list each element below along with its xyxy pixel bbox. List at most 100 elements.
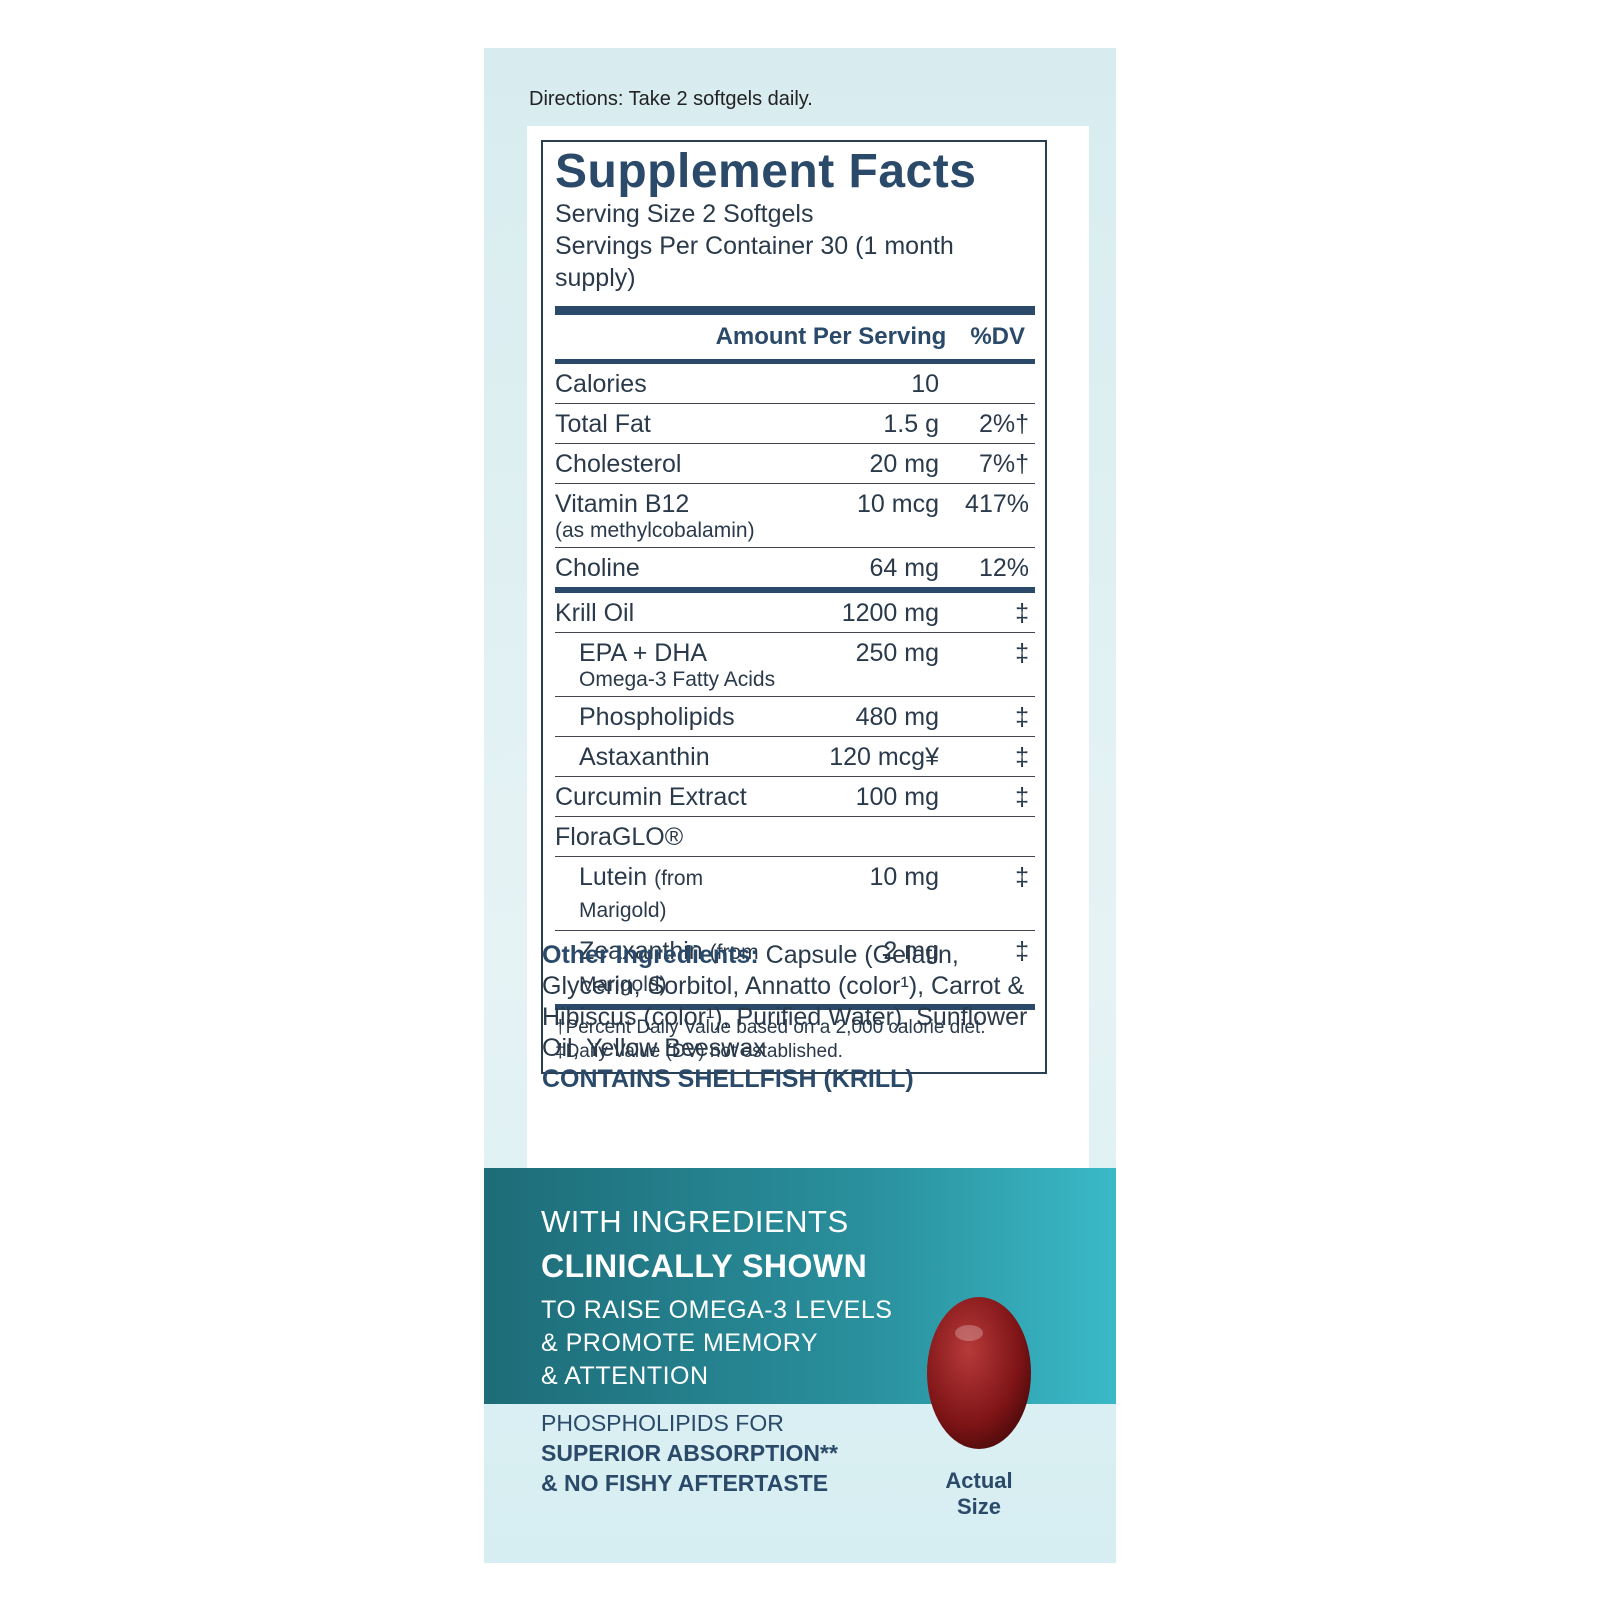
amount: 64 mg [869,554,939,582]
header-cell: %DV [970,323,1025,350]
facts-row: Phospholipids 480 mg ‡ [555,697,1035,737]
nutrient-name: Cholesterol [555,450,682,478]
benefit-line: & NO FISHY AFTERTASTE [541,1470,829,1496]
nutrient-cell: Curcumin Extract [555,782,789,812]
amount [789,822,939,852]
other-text: Capsule (Gelatin, Glycerin, Sorbitol, An… [542,941,1028,1062]
benefit-line: PHOSPHOLIPIDS FOR [541,1410,784,1436]
facts-row: Curcumin Extract 100 mg ‡ [555,777,1035,817]
banner-line: CLINICALLY SHOWN [541,1248,868,1284]
daily-value: 12% [978,554,1029,582]
amount: 1.5 g [883,410,939,438]
daily-value: ‡ [1015,599,1029,627]
amount: 10 mcg [857,490,939,518]
other-ingredients: Other Ingredients: Capsule (Gelatin, Gly… [542,940,1052,1095]
banner-line: WITH INGREDIENTS [541,1204,849,1239]
nutrient-name: Choline [555,554,640,582]
nutrient-qualifier: (from Marigold) [579,941,759,996]
nutrient-cell: Vitamin B12 (as methylcobalamin) [555,489,789,543]
facts-row: Krill Oil 1200 mg ‡ [555,593,1035,633]
facts-title: Supplement Facts [555,145,977,198]
package-panel: Directions: Take 2 softgels daily. Suppl… [484,48,1116,1563]
facts-row: Vitamin B12 (as methylcobalamin) 10 mcg 417… [555,484,1035,548]
daily-value: ‡ [1015,639,1029,667]
nutrient-cell: Astaxanthin [555,742,789,772]
facts-row: Zeaxanthin (from Marigold) 2 mg ‡ [555,931,1035,1010]
amount: 120 mcg¥ [829,743,939,771]
nutrient-cell: FloraGLO® [555,822,789,852]
facts-row: Lutein (from Marigold) 10 mg ‡ [555,857,1035,931]
nutrient-cell: Calories [555,369,789,399]
nutrient-note: Omega-3 Fatty Acids [579,668,776,691]
amount: 100 mg [855,783,939,811]
facts-header: Amount Per Serving %DV [555,306,1035,364]
supplement-facts: Supplement Facts Serving Size 2 Softgels… [541,140,1047,1074]
daily-value: ‡ [1015,863,1029,891]
nutrient-cell: Choline [555,553,789,583]
daily-value: ‡ [1015,703,1029,731]
nutrient-qualifier: (from Marigold) [579,867,704,922]
nutrient-cell: Total Fat [555,409,789,439]
capsule-caption: Actual Size [945,1468,1013,1519]
nutrient-name: Total Fat [555,410,651,438]
directions: Directions: Take 2 softgels daily. [529,88,813,110]
nutrient-name: Astaxanthin [579,743,710,771]
nutrient-name: Lutein [579,863,648,891]
banner-line: & PROMOTE MEMORY [541,1329,819,1357]
banner-line: TO RAISE OMEGA-3 LEVELS [541,1296,893,1324]
nutrient-note: (as methylcobalamin) [555,519,755,542]
serving-size: Serving Size 2 Softgels [555,200,814,228]
amount: 10 mg [869,863,939,891]
amount: 2 mg [883,937,939,965]
nutrient-cell: Lutein (from Marigold) [555,862,789,926]
nutrient-name: Zeaxanthin [579,937,703,965]
softgel-image [927,1297,1031,1449]
softgel [927,1297,1031,1449]
amount: 480 mg [855,703,939,731]
servings-per-container: Servings Per Container 30 (1 month suppl… [555,232,954,292]
header-cell: Amount Per Serving [715,323,947,350]
highlight [955,1325,983,1341]
nutrient-name: Krill Oil [555,599,635,627]
banner: WITH INGREDIENTS CLINICALLY SHOWN TO RAI… [484,1168,1116,1404]
facts-row: FloraGLO® [555,817,1035,857]
nutrient-cell: Phospholipids [555,702,789,732]
allergen: CONTAINS SHELLFISH (KRILL) [542,1065,914,1093]
facts-row: Astaxanthin 120 mcg¥ ‡ [555,737,1035,777]
daily-value [939,369,1035,399]
amount: 1200 mg [841,599,939,627]
facts-rows: Calories 10 Total Fat 1.5 g 2%† Cholesterol 20… [555,364,1035,1010]
daily-value: ‡ [1015,783,1029,811]
facts-row: Choline 64 mg 12% [555,548,1035,593]
nutrient-name: Vitamin B12 [555,490,690,518]
nutrient-cell: Cholesterol [555,449,789,479]
nutrient-name: EPA + DHA [579,639,708,667]
daily-value: 417% [965,490,1029,518]
amount: 250 mg [855,639,939,667]
facts-row: EPA + DHA Omega-3 Fatty Acids 250 mg ‡ [555,633,1035,697]
nutrient-name: FloraGLO® [555,823,684,851]
facts-row: Calories 10 [555,364,1035,404]
amount: 10 [911,370,939,398]
banner-line: & ATTENTION [541,1362,709,1390]
nutrient-cell: EPA + DHA Omega-3 Fatty Acids [555,638,789,692]
benefit-line: SUPERIOR ABSORPTION** [541,1440,838,1466]
daily-value [939,822,1035,852]
nutrient-name: Curcumin Extract [555,783,747,811]
daily-value: ‡ [1015,937,1029,965]
daily-value: ‡ [1015,743,1029,771]
amount: 20 mg [869,450,939,478]
nutrient-name: Calories [555,370,647,398]
facts-row: Cholesterol 20 mg 7%† [555,444,1035,484]
facts-row: Total Fat 1.5 g 2%† [555,404,1035,444]
nutrient-cell: Krill Oil [555,598,789,628]
other-label: Other Ingredients: [542,941,759,969]
footnote: ‡Daily Value (DV) not established. [555,1041,843,1062]
nutrient-name: Phospholipids [579,703,735,731]
daily-value: 2%† [978,410,1029,438]
footnote: †Percent Daily Value based on a 2,000 ca… [555,1017,986,1038]
benefits: PHOSPHOLIPIDS FOR SUPERIOR ABSORPTION** … [541,1408,838,1498]
daily-value: 7%† [978,450,1029,478]
